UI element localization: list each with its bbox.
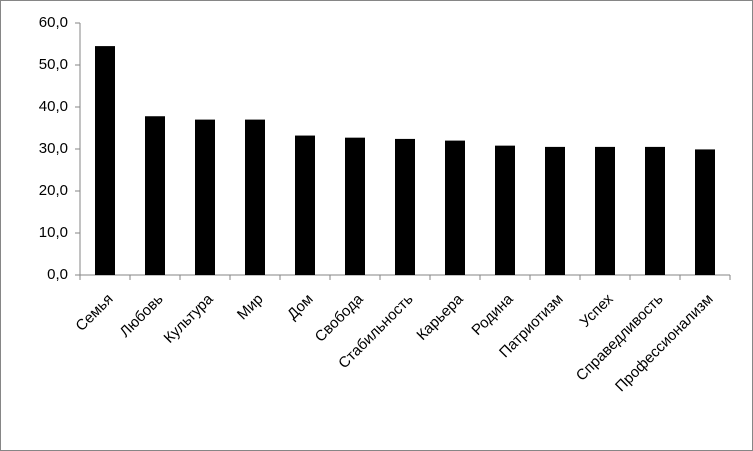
y-tick-label: 30,0 [39, 140, 68, 157]
bar [145, 116, 165, 276]
bar [95, 46, 115, 275]
bar [495, 145, 515, 275]
bar [645, 146, 665, 275]
bar [395, 138, 415, 275]
y-tick-label: 0,0 [47, 266, 68, 283]
y-tick-label: 20,0 [39, 182, 68, 199]
bar [445, 140, 465, 275]
bar [245, 119, 265, 275]
y-tick-label: 50,0 [39, 56, 68, 73]
bar [595, 146, 615, 275]
bar [195, 119, 215, 275]
y-tick-label: 10,0 [39, 224, 68, 241]
bar [695, 149, 715, 275]
y-tick-label: 60,0 [39, 14, 68, 31]
bar [545, 146, 565, 275]
bar [295, 135, 315, 275]
bar [345, 137, 365, 275]
y-tick-label: 40,0 [39, 98, 68, 115]
